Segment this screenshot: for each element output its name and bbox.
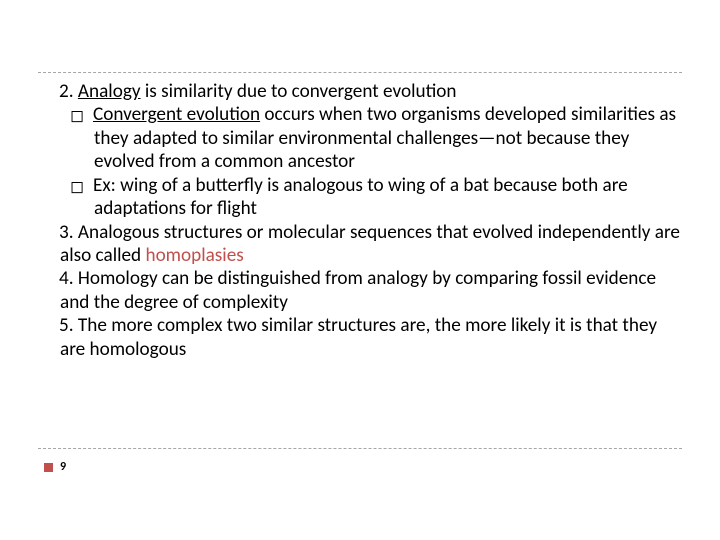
text: Ex: wing of a butterfly is analogous to …	[93, 174, 628, 220]
footer: 9	[44, 460, 66, 474]
square-bullet-icon: ◻	[82, 181, 93, 192]
page-number: 9	[60, 460, 66, 474]
term-homoplasies: homoplasies	[145, 244, 243, 267]
slide: 2. Analogy is similarity due to converge…	[0, 0, 720, 540]
list-item-2b: ◻Ex: wing of a butterfly is analogous to…	[50, 174, 682, 221]
divider-bottom	[38, 448, 682, 449]
list-item-3: 3. Analogous structures or molecular seq…	[50, 221, 682, 268]
term-convergent-evolution: Convergent evolution	[93, 103, 260, 126]
square-bullet-icon: ◻	[82, 110, 93, 121]
text: 4. Homology can be distinguished from an…	[59, 267, 656, 313]
text: 5. The more complex two similar structur…	[59, 314, 657, 360]
text: is similarity due to convergent evolutio…	[141, 80, 457, 103]
list-item-2a: ◻Convergent evolution occurs when two or…	[50, 103, 682, 173]
footer-accent-box	[44, 463, 53, 472]
list-number: 2.	[59, 80, 78, 103]
term-analogy: Analogy	[78, 80, 141, 103]
list-item-5: 5. The more complex two similar structur…	[50, 314, 682, 361]
list-item-2: 2. Analogy is similarity due to converge…	[50, 80, 682, 103]
divider-top	[38, 72, 682, 73]
content-block: 2. Analogy is similarity due to converge…	[50, 80, 682, 361]
list-item-4: 4. Homology can be distinguished from an…	[50, 267, 682, 314]
